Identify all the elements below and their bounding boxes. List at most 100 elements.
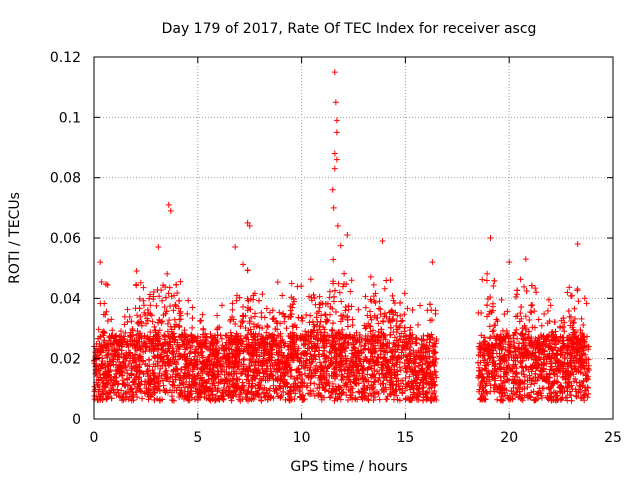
- data-point: [150, 348, 157, 355]
- data-point: [191, 380, 198, 387]
- data-point: [388, 374, 395, 381]
- data-point: [269, 307, 276, 314]
- data-point: [263, 329, 270, 336]
- data-point: [578, 315, 585, 322]
- data-point: [348, 277, 355, 284]
- data-point: [490, 384, 497, 391]
- data-point: [240, 387, 247, 394]
- data-point: [243, 335, 250, 342]
- data-point: [505, 332, 512, 339]
- data-point: [301, 351, 308, 358]
- data-point: [496, 340, 503, 347]
- data-point: [151, 389, 158, 396]
- data-point: [560, 315, 567, 322]
- data-point: [311, 348, 318, 355]
- data-point: [316, 301, 323, 308]
- data-point: [519, 325, 526, 332]
- data-point: [148, 312, 155, 319]
- data-point: [109, 344, 116, 351]
- data-point: [228, 370, 235, 377]
- data-point: [122, 329, 129, 336]
- data-point: [517, 276, 524, 283]
- data-point: [140, 297, 147, 304]
- data-point: [432, 310, 439, 317]
- data-point: [480, 395, 487, 402]
- data-point: [363, 357, 370, 364]
- data-point: [567, 292, 574, 299]
- data-point: [213, 337, 220, 344]
- data-point: [331, 69, 338, 76]
- data-point: [332, 346, 339, 353]
- data-point: [258, 314, 265, 321]
- data-point: [225, 363, 232, 370]
- data-point: [151, 354, 158, 361]
- data-point: [496, 384, 503, 391]
- data-point: [149, 370, 156, 377]
- data-point: [240, 361, 247, 368]
- data-point: [103, 390, 110, 397]
- data-point: [196, 394, 203, 401]
- data-point: [519, 358, 526, 365]
- data-point: [389, 360, 396, 367]
- y-tick-label: 0.06: [50, 231, 81, 247]
- data-point: [134, 344, 141, 351]
- data-point: [518, 363, 525, 370]
- data-point: [518, 303, 525, 310]
- data-point: [122, 382, 129, 389]
- data-point: [332, 395, 339, 402]
- data-point: [370, 397, 377, 404]
- data-point: [475, 364, 482, 371]
- data-point: [97, 259, 104, 266]
- data-point: [152, 363, 159, 370]
- data-point: [125, 343, 132, 350]
- data-point: [574, 287, 581, 294]
- data-point: [279, 361, 286, 368]
- data-point: [360, 393, 367, 400]
- data-point: [304, 382, 311, 389]
- data-point: [124, 318, 131, 325]
- data-point: [431, 388, 438, 395]
- data-point: [330, 256, 337, 263]
- data-point: [567, 355, 574, 362]
- data-point: [343, 379, 350, 386]
- data-point: [537, 356, 544, 363]
- data-point: [348, 383, 355, 390]
- data-point: [490, 300, 497, 307]
- data-point: [245, 327, 252, 334]
- data-point: [189, 337, 196, 344]
- data-point: [199, 369, 206, 376]
- data-point: [236, 376, 243, 383]
- data-point: [291, 333, 298, 340]
- data-point: [151, 380, 158, 387]
- data-point: [512, 294, 519, 301]
- data-point: [391, 334, 398, 341]
- data-point: [571, 305, 578, 312]
- data-point: [583, 342, 590, 349]
- data-point: [515, 385, 522, 392]
- data-point: [552, 328, 559, 335]
- data-point: [534, 391, 541, 398]
- data-point: [485, 342, 492, 349]
- data-point: [233, 383, 240, 390]
- data-point: [522, 313, 529, 320]
- data-point: [307, 364, 314, 371]
- data-point: [575, 368, 582, 375]
- data-point: [521, 380, 528, 387]
- data-point: [231, 357, 238, 364]
- data-point: [315, 391, 322, 398]
- data-point: [331, 150, 338, 157]
- data-point: [184, 355, 191, 362]
- data-point: [107, 367, 114, 374]
- data-point: [185, 340, 192, 347]
- data-point: [350, 359, 357, 366]
- data-point: [274, 375, 281, 382]
- data-point: [136, 305, 143, 312]
- data-point: [155, 319, 162, 326]
- data-point: [376, 305, 383, 312]
- data-point: [232, 244, 239, 251]
- data-point: [483, 389, 490, 396]
- data-point: [395, 324, 402, 331]
- data-point: [227, 394, 234, 401]
- data-point: [545, 384, 552, 391]
- data-point: [516, 340, 523, 347]
